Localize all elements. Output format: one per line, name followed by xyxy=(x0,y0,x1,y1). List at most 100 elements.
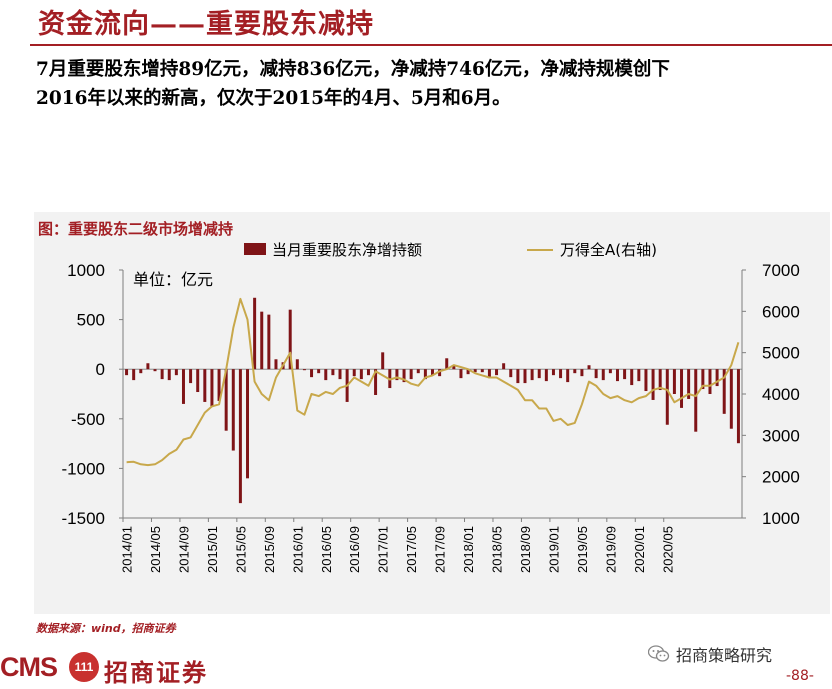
wechat-icon xyxy=(648,645,670,662)
title-divider xyxy=(30,44,832,46)
bar-net-holding xyxy=(217,369,221,401)
bar-net-holding xyxy=(224,369,228,431)
bar-net-holding xyxy=(495,369,499,376)
bar-net-holding xyxy=(423,369,427,380)
bar-net-holding xyxy=(238,369,242,504)
bar-net-holding xyxy=(687,369,691,399)
bar-net-holding xyxy=(651,369,655,400)
bar-net-holding xyxy=(530,369,534,381)
bar-net-holding xyxy=(452,365,456,370)
x-axis-tick-label: 2015/09 xyxy=(262,526,277,573)
bar-net-holding xyxy=(139,369,143,374)
summary-text: 7月重要股东增持89亿元，减持836亿元，净减持746亿元，净减持规模创下 20… xyxy=(36,55,828,113)
bar-net-holding xyxy=(160,369,164,380)
bar-net-holding xyxy=(288,309,292,370)
left-axis-tick-label: -1000 xyxy=(62,459,105,478)
x-axis-tick-label: 2019/01 xyxy=(546,526,561,573)
bar-net-holding xyxy=(715,369,719,387)
bar-net-holding xyxy=(551,369,555,376)
right-axis-tick-label: 3000 xyxy=(762,426,800,445)
right-axis-tick-label: 2000 xyxy=(762,468,800,487)
bar-net-holding xyxy=(672,369,676,394)
unit-label: 单位：亿元 xyxy=(133,270,213,289)
bar-net-holding xyxy=(338,369,342,380)
bar-net-holding xyxy=(722,369,726,414)
logo-badge-icon: 111 xyxy=(69,652,99,682)
bar-net-holding xyxy=(132,369,136,381)
logo-company-name: 招商证券 xyxy=(104,658,208,687)
x-axis-tick-label: 2017/09 xyxy=(433,526,448,573)
bar-net-holding xyxy=(644,369,648,392)
summary-line-2: 2016年以来的新高，仅次于2015年的4月、5月和6月。 xyxy=(36,88,511,109)
bar-net-holding xyxy=(267,314,271,370)
bar-net-holding xyxy=(509,369,513,378)
bar-net-holding xyxy=(246,369,250,479)
bar-net-holding xyxy=(630,369,634,386)
bar-net-holding xyxy=(523,369,527,384)
bar-net-holding xyxy=(502,363,506,370)
bar-net-holding xyxy=(402,369,406,383)
x-axis-tick-label: 2015/05 xyxy=(233,526,248,573)
line-wind-all-a xyxy=(126,297,740,467)
bar-net-holding xyxy=(381,352,385,370)
x-axis-tick-label: 2016/05 xyxy=(319,526,334,573)
bar-net-holding xyxy=(153,369,157,372)
bar-net-holding xyxy=(146,363,150,370)
left-axis-tick-label: -500 xyxy=(71,410,105,429)
bar-net-holding xyxy=(310,369,314,378)
bar-net-holding xyxy=(459,369,463,379)
bar-net-holding xyxy=(729,369,733,429)
bar-net-holding xyxy=(608,369,612,374)
bar-net-holding xyxy=(736,369,740,444)
wechat-account-name: 招商策略研究 xyxy=(676,646,773,665)
bar-net-holding xyxy=(317,369,321,374)
bar-net-holding xyxy=(587,365,591,370)
x-axis-tick-label: 2018/05 xyxy=(490,526,505,573)
x-axis-tick-label: 2018/01 xyxy=(461,526,476,573)
x-axis-tick-label: 2020/01 xyxy=(632,526,647,573)
bar-net-holding xyxy=(537,369,541,379)
bar-net-holding xyxy=(324,369,328,381)
bar-net-holding xyxy=(594,369,598,379)
bar-net-holding xyxy=(125,369,129,376)
x-axis-tick-label: 2015/01 xyxy=(205,526,220,573)
bar-net-holding xyxy=(181,369,185,404)
bar-net-holding xyxy=(416,369,420,374)
bar-net-holding xyxy=(559,369,563,379)
page-title: 资金流向——重要股东减持 xyxy=(38,9,374,40)
bar-net-holding xyxy=(480,369,484,373)
summary-line-1: 7月重要股东增持89亿元，减持836亿元，净减持746亿元，净减持规模创下 xyxy=(36,59,670,80)
right-axis-tick-label: 7000 xyxy=(762,261,800,280)
bar-net-holding xyxy=(253,297,257,370)
bar-net-holding xyxy=(196,369,200,393)
x-axis-tick-label: 2019/09 xyxy=(603,526,618,573)
x-axis-tick-label: 2020/05 xyxy=(660,526,675,573)
bar-net-holding xyxy=(167,369,171,381)
cms-logo: CMS 111 招商证券 xyxy=(0,650,250,687)
x-axis-tick-label: 2014/01 xyxy=(120,526,135,573)
legend-line-label: 万得全A(右轴) xyxy=(560,241,657,259)
bar-net-holding xyxy=(203,369,207,402)
right-axis-tick-label: 5000 xyxy=(762,344,800,363)
bar-net-holding xyxy=(637,369,641,382)
x-axis-tick-label: 2017/05 xyxy=(404,526,419,573)
bar-net-holding xyxy=(658,369,662,391)
x-axis-tick-label: 2016/09 xyxy=(347,526,362,573)
chart-panel xyxy=(34,212,830,614)
left-axis-tick-label: 0 xyxy=(96,360,105,379)
bar-net-holding xyxy=(694,369,698,432)
bar-net-holding xyxy=(573,369,577,374)
legend-bar-swatch xyxy=(244,243,266,255)
bar-net-holding xyxy=(431,369,434,376)
legend-bar-label: 当月重要股东净增持额 xyxy=(272,241,422,259)
bar-net-holding xyxy=(352,369,356,377)
logo-cms-text: CMS xyxy=(0,652,58,682)
bar-net-holding xyxy=(473,369,477,373)
right-axis-tick-label: 6000 xyxy=(762,302,800,321)
bar-net-holding xyxy=(487,369,491,379)
right-axis-tick-label: 1000 xyxy=(762,509,800,528)
bar-net-holding xyxy=(210,369,214,407)
x-axis-tick-label: 2014/05 xyxy=(148,526,163,573)
bar-net-holding xyxy=(409,369,413,380)
